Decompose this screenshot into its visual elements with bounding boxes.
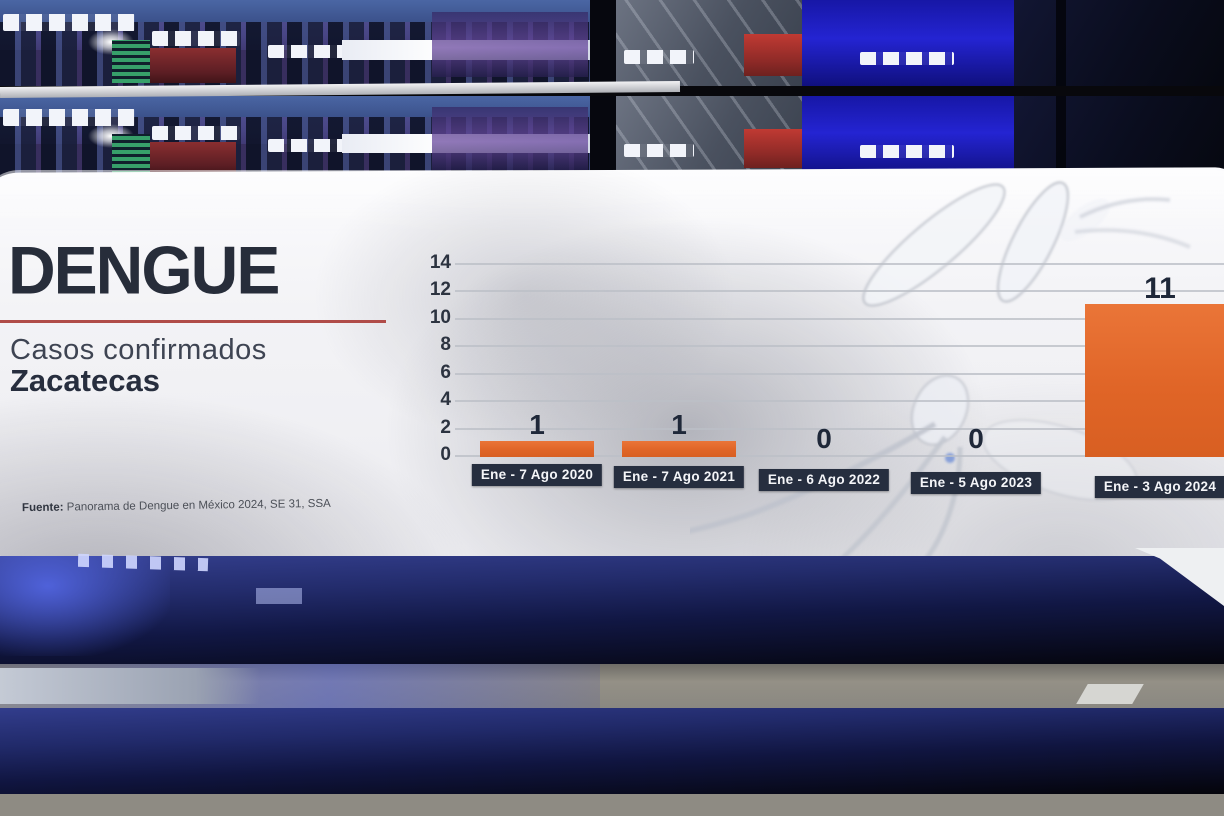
monitor-bezel: [1056, 96, 1066, 178]
bar-category-label: Ene - 7 Ago 2020: [471, 464, 603, 486]
monitor-bezel: [590, 0, 616, 86]
wall-red-block: [744, 34, 802, 76]
floor-highlight: [1076, 684, 1144, 704]
chart-bar: [622, 441, 736, 457]
bar-category-label: Ene - 3 Ago 2024: [1094, 476, 1224, 498]
y-axis-tick-label: 14: [429, 252, 451, 273]
wall-light-strip: [152, 30, 240, 47]
bar-value-label: 1: [671, 409, 687, 441]
y-axis-tick-label: 8: [440, 334, 451, 356]
wall-dark-panel: [1014, 96, 1224, 178]
wall-dark-panel: [1014, 0, 1224, 86]
bar-value-label: 0: [816, 423, 832, 454]
chart-bar: [1085, 304, 1224, 457]
bar-value-label: 11: [1144, 272, 1176, 306]
studio-floor-band: [0, 794, 1224, 816]
y-axis-tick-label: 12: [429, 279, 451, 301]
bar-category-label: Ene - 6 Ago 2022: [758, 469, 890, 491]
wall-blue-panel: [802, 96, 1014, 178]
floor-silver-wedge: [0, 668, 260, 704]
wall-light-strip: [860, 145, 954, 159]
wall-light-strip: [860, 51, 954, 66]
studio-desk-band-reflection: [0, 708, 1224, 794]
wall-green-led-panel: [112, 39, 150, 83]
wall-blue-panel: [802, 0, 1014, 86]
y-axis-tick-label: 6: [440, 361, 451, 383]
wall-light-strip: [624, 143, 694, 158]
wall-red-panel: [150, 141, 236, 175]
monitor-bezel: [590, 96, 616, 178]
video-wall-row-top: [0, 0, 1224, 86]
monitor-bezel: [1056, 0, 1066, 86]
desk-light-tag: [256, 588, 302, 604]
source-label: Fuente:: [21, 501, 64, 515]
chart-bar: [480, 441, 594, 457]
wall-green-led-panel: [112, 133, 150, 175]
wall-light-strip: [3, 109, 135, 126]
wall-red-panel: [150, 48, 236, 83]
video-wall-row-bottom: [0, 96, 1224, 178]
bar-value-label: 0: [968, 423, 984, 454]
wall-light-strip: [624, 49, 694, 65]
y-axis-tick-label: 2: [440, 416, 451, 438]
y-axis-tick-label: 10: [429, 306, 451, 328]
bar-category-label: Ene - 7 Ago 2021: [613, 466, 745, 488]
wall-light-strip: [152, 125, 240, 141]
y-axis-tick-label: 0: [440, 444, 451, 465]
title-underline: [0, 320, 386, 323]
chart-gridline: [455, 263, 1224, 265]
bar-chart: 0 2 4 6 8 10 12 14 1 Ene - 7 Ago 2020 1 Ene - 7 Ago…: [415, 250, 1224, 525]
bar-category-label: Ene - 5 Ago 2023: [910, 472, 1042, 494]
wall-red-block: [744, 128, 802, 169]
studio-blue-glow: [0, 556, 170, 656]
wall-purple-screen: [432, 12, 588, 78]
chart-region-label: Zacatecas: [10, 363, 160, 398]
wall-purple-screen: [432, 107, 588, 170]
wall-light-strip: [3, 13, 135, 31]
page-title: DENGUE: [8, 232, 280, 308]
bar-value-label: 1: [529, 409, 545, 441]
chart-gridline: [455, 290, 1224, 293]
studio-desk-band: [0, 556, 1224, 668]
y-axis-tick-label: 4: [440, 389, 451, 411]
